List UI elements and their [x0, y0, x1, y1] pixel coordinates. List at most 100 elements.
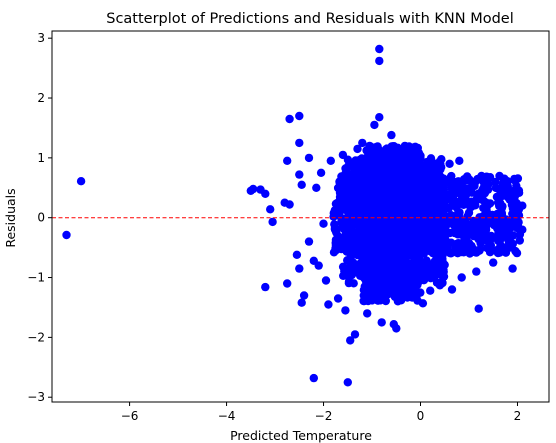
data-point — [387, 130, 396, 140]
y-tick-label: −1 — [27, 271, 45, 285]
data-point — [431, 251, 441, 260]
data-point — [283, 279, 292, 288]
data-point — [477, 187, 486, 196]
data-point — [459, 246, 468, 255]
data-point — [375, 210, 384, 219]
data-point — [283, 156, 292, 165]
data-point — [369, 218, 379, 227]
y-axis-ticks: −3 −2 −1 0 1 2 3 — [27, 31, 52, 404]
data-point — [338, 196, 348, 205]
data-point — [351, 160, 360, 170]
data-point — [392, 324, 401, 333]
data-point — [343, 182, 353, 191]
data-point — [359, 252, 369, 261]
data-point — [332, 201, 342, 211]
data-point — [358, 138, 367, 148]
data-point — [512, 181, 521, 190]
data-point — [388, 278, 397, 287]
data-point — [297, 180, 306, 189]
data-point — [410, 179, 419, 188]
data-point — [397, 231, 406, 240]
data-point — [348, 227, 357, 236]
y-tick-label: 3 — [37, 31, 45, 45]
data-point — [482, 243, 492, 253]
data-point — [418, 299, 428, 308]
data-point — [433, 164, 442, 174]
data-point — [369, 162, 378, 171]
data-point — [513, 207, 522, 216]
data-point — [392, 175, 401, 184]
data-point — [344, 161, 353, 171]
data-point — [380, 186, 390, 195]
data-point — [408, 230, 417, 239]
data-point — [426, 154, 436, 163]
x-axis-label: Predicted Temperature — [230, 428, 372, 443]
data-point — [403, 247, 412, 256]
data-point — [446, 219, 456, 228]
data-point — [321, 276, 331, 285]
data-point — [435, 198, 444, 207]
data-point — [435, 281, 445, 290]
data-point — [381, 281, 390, 290]
data-point — [359, 296, 368, 306]
data-point — [383, 176, 392, 186]
data-point — [316, 168, 326, 177]
data-point — [384, 148, 393, 157]
data-point — [415, 208, 424, 218]
data-point — [382, 164, 391, 174]
data-point — [375, 177, 384, 186]
data-point — [398, 187, 407, 196]
data-point — [341, 306, 350, 315]
chart-title: Scatterplot of Predictions and Residuals… — [106, 11, 514, 27]
y-tick: 1 — [37, 151, 52, 165]
data-point — [371, 258, 380, 267]
data-point — [363, 286, 372, 295]
data-point — [363, 309, 372, 318]
data-point — [285, 114, 294, 124]
data-point — [349, 194, 358, 203]
data-point — [340, 225, 350, 235]
data-point — [384, 205, 393, 214]
data-point — [400, 206, 409, 215]
y-axis-label: Residuals — [3, 188, 18, 247]
data-point — [381, 296, 390, 306]
data-point — [454, 229, 463, 239]
data-point — [266, 205, 275, 214]
data-point — [515, 236, 524, 245]
data-point — [331, 235, 341, 245]
data-point — [364, 227, 373, 236]
data-point — [378, 239, 388, 248]
data-point — [518, 201, 527, 210]
y-tick: 0 — [37, 211, 52, 225]
data-point — [401, 283, 411, 293]
y-tick: 2 — [37, 91, 52, 105]
data-point — [285, 200, 294, 209]
data-point — [505, 243, 514, 252]
data-point — [462, 223, 471, 232]
data-point — [358, 189, 367, 198]
x-tick-label: −4 — [218, 409, 236, 423]
data-point — [495, 171, 504, 181]
data-point — [407, 240, 416, 250]
points-layer — [62, 44, 527, 387]
data-point — [389, 142, 399, 151]
data-point — [430, 219, 440, 229]
x-tick: −4 — [218, 402, 236, 423]
data-point — [341, 172, 350, 181]
data-point — [471, 221, 480, 230]
data-point — [375, 113, 384, 122]
data-point — [484, 232, 493, 241]
data-point — [478, 219, 487, 229]
data-point — [345, 202, 354, 212]
data-point — [324, 300, 333, 309]
x-tick: 2 — [514, 402, 521, 423]
data-point — [361, 242, 371, 252]
data-point — [435, 172, 444, 182]
data-point — [467, 202, 477, 211]
data-point — [447, 285, 457, 294]
data-point — [435, 209, 444, 219]
data-point — [492, 215, 501, 224]
data-point — [474, 304, 483, 313]
data-point — [338, 150, 348, 160]
